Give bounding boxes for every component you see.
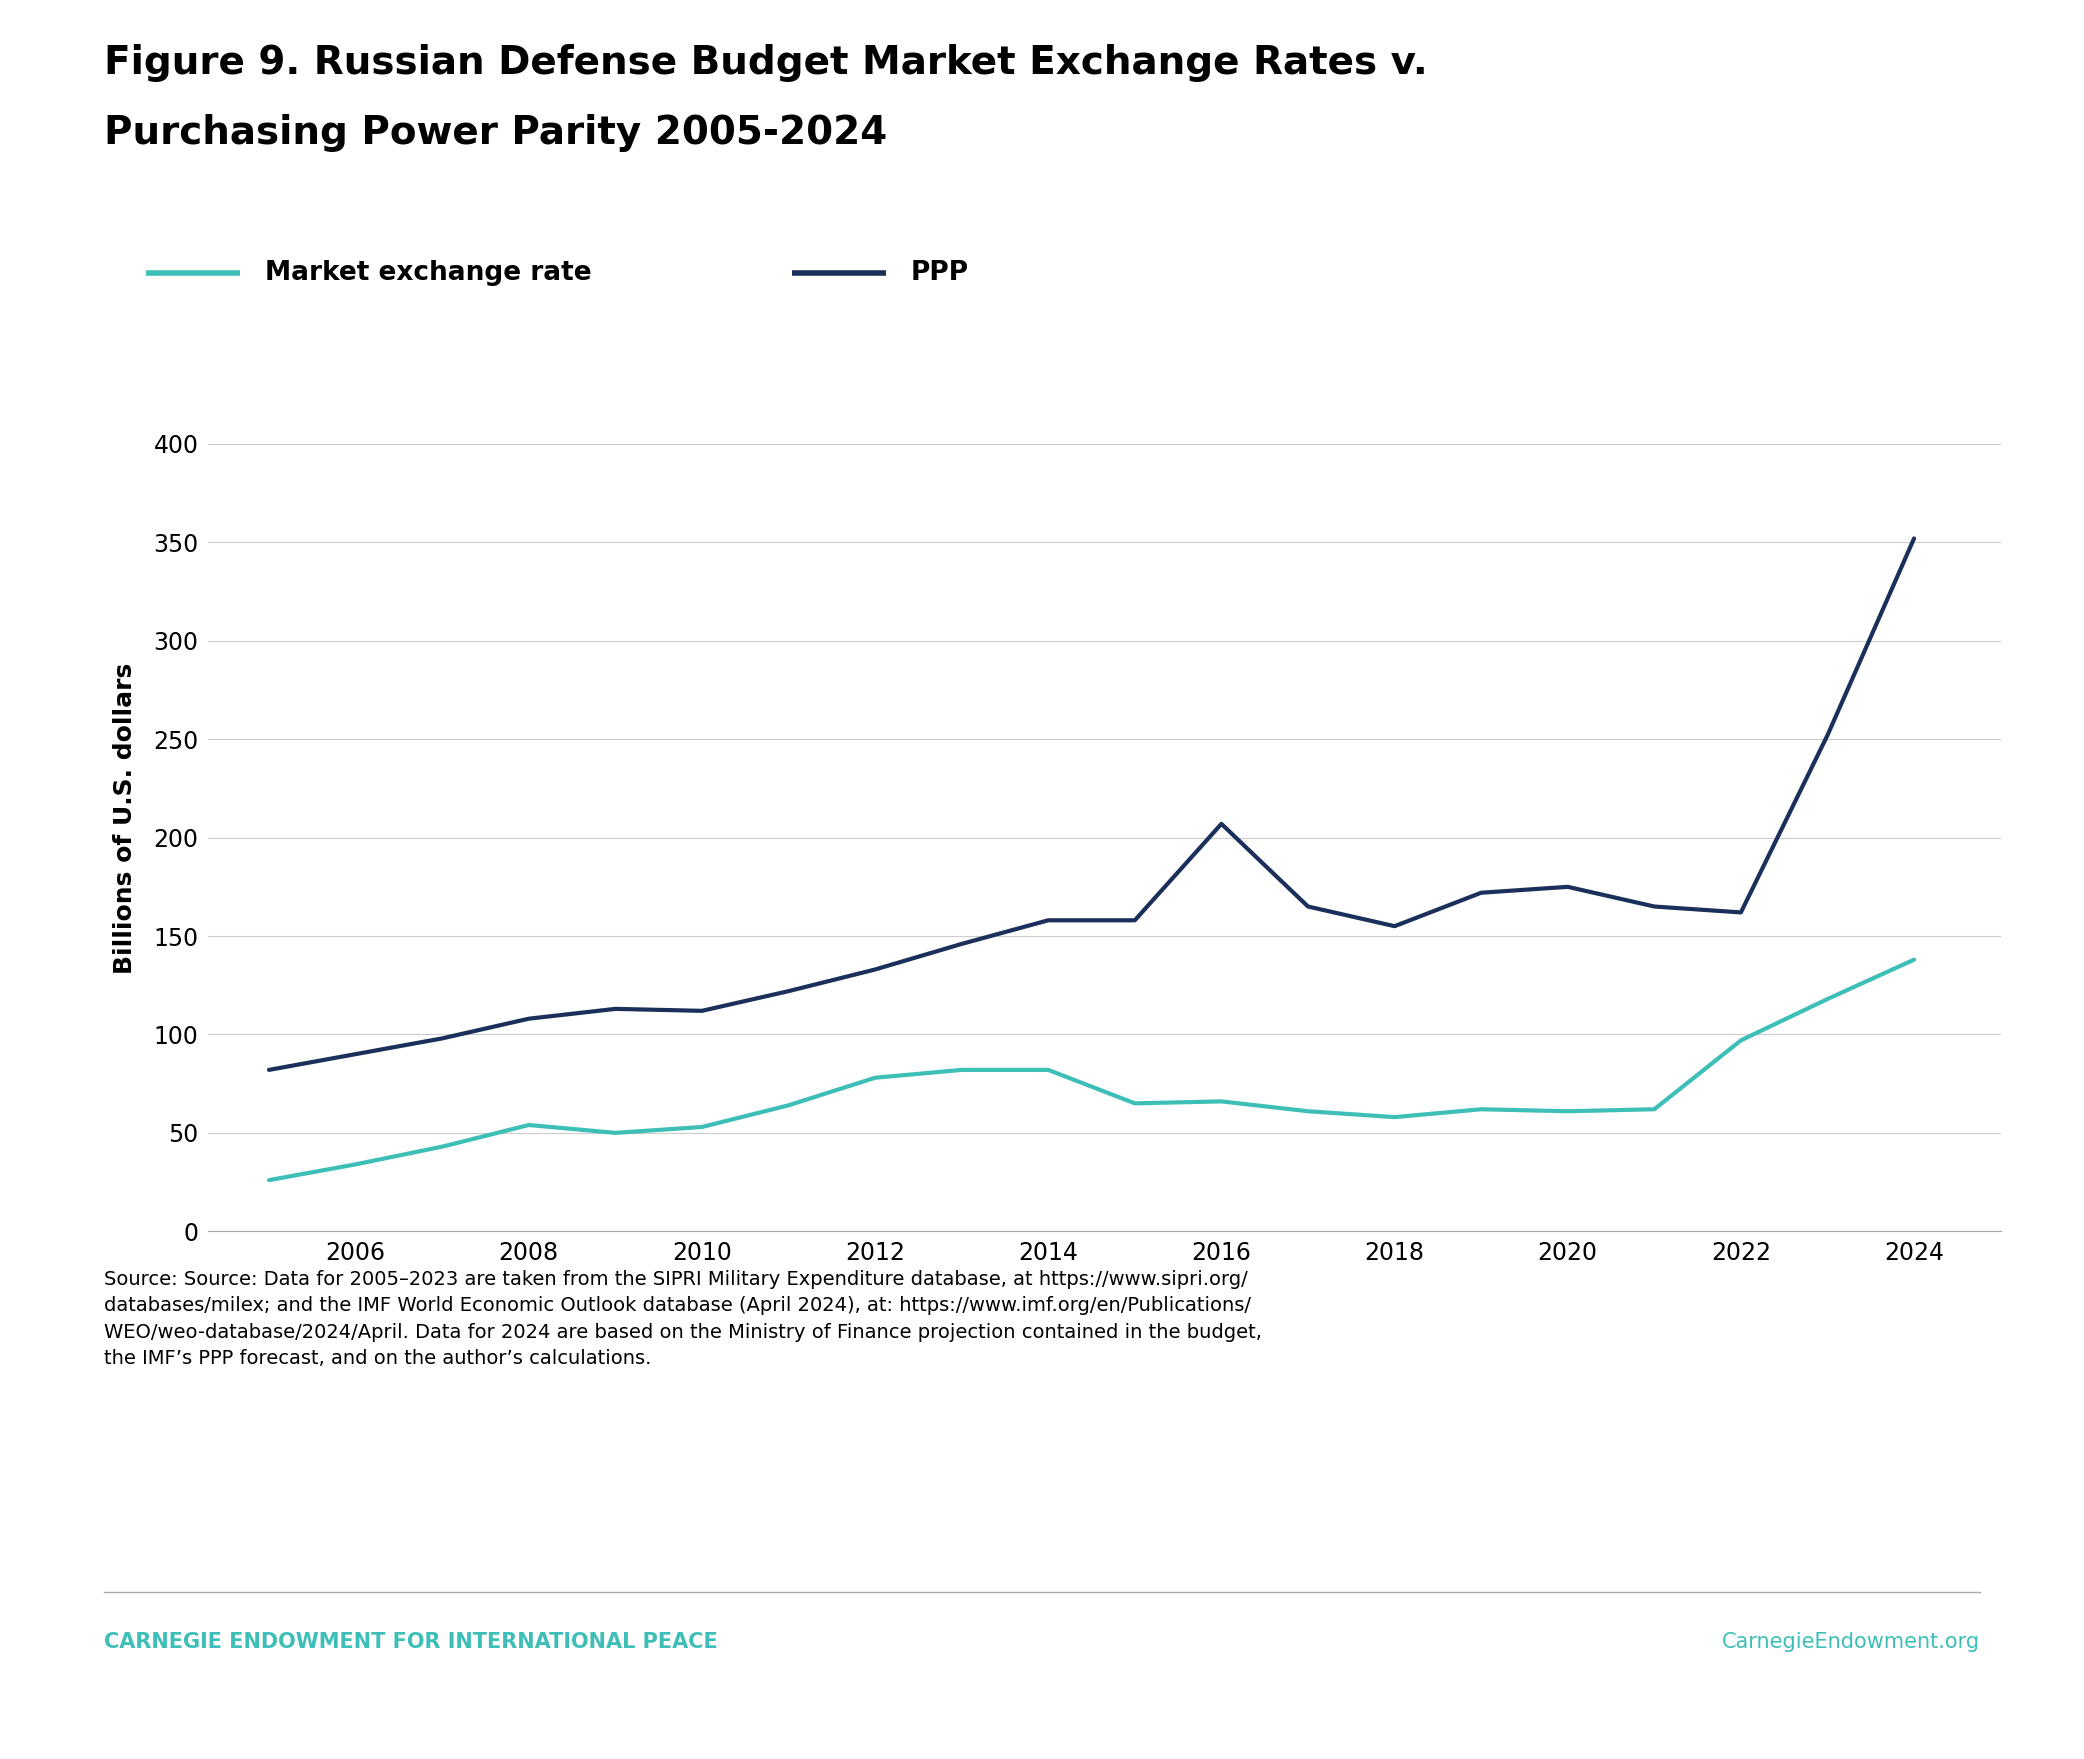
Text: Figure 9. Russian Defense Budget Market Exchange Rates v.: Figure 9. Russian Defense Budget Market … bbox=[104, 44, 1428, 83]
Text: PPP: PPP bbox=[911, 260, 969, 285]
Text: CARNEGIE ENDOWMENT FOR INTERNATIONAL PEACE: CARNEGIE ENDOWMENT FOR INTERNATIONAL PEA… bbox=[104, 1632, 719, 1652]
Text: Market exchange rate: Market exchange rate bbox=[265, 260, 592, 285]
Y-axis label: Billions of U.S. dollars: Billions of U.S. dollars bbox=[113, 663, 138, 973]
Text: CarnegieEndowment.org: CarnegieEndowment.org bbox=[1721, 1632, 1980, 1652]
Text: Source: Source: Data for 2005–2023 are taken from the SIPRI Military Expenditure: Source: Source: Data for 2005–2023 are t… bbox=[104, 1270, 1263, 1369]
Text: Purchasing Power Parity 2005-2024: Purchasing Power Parity 2005-2024 bbox=[104, 114, 888, 153]
